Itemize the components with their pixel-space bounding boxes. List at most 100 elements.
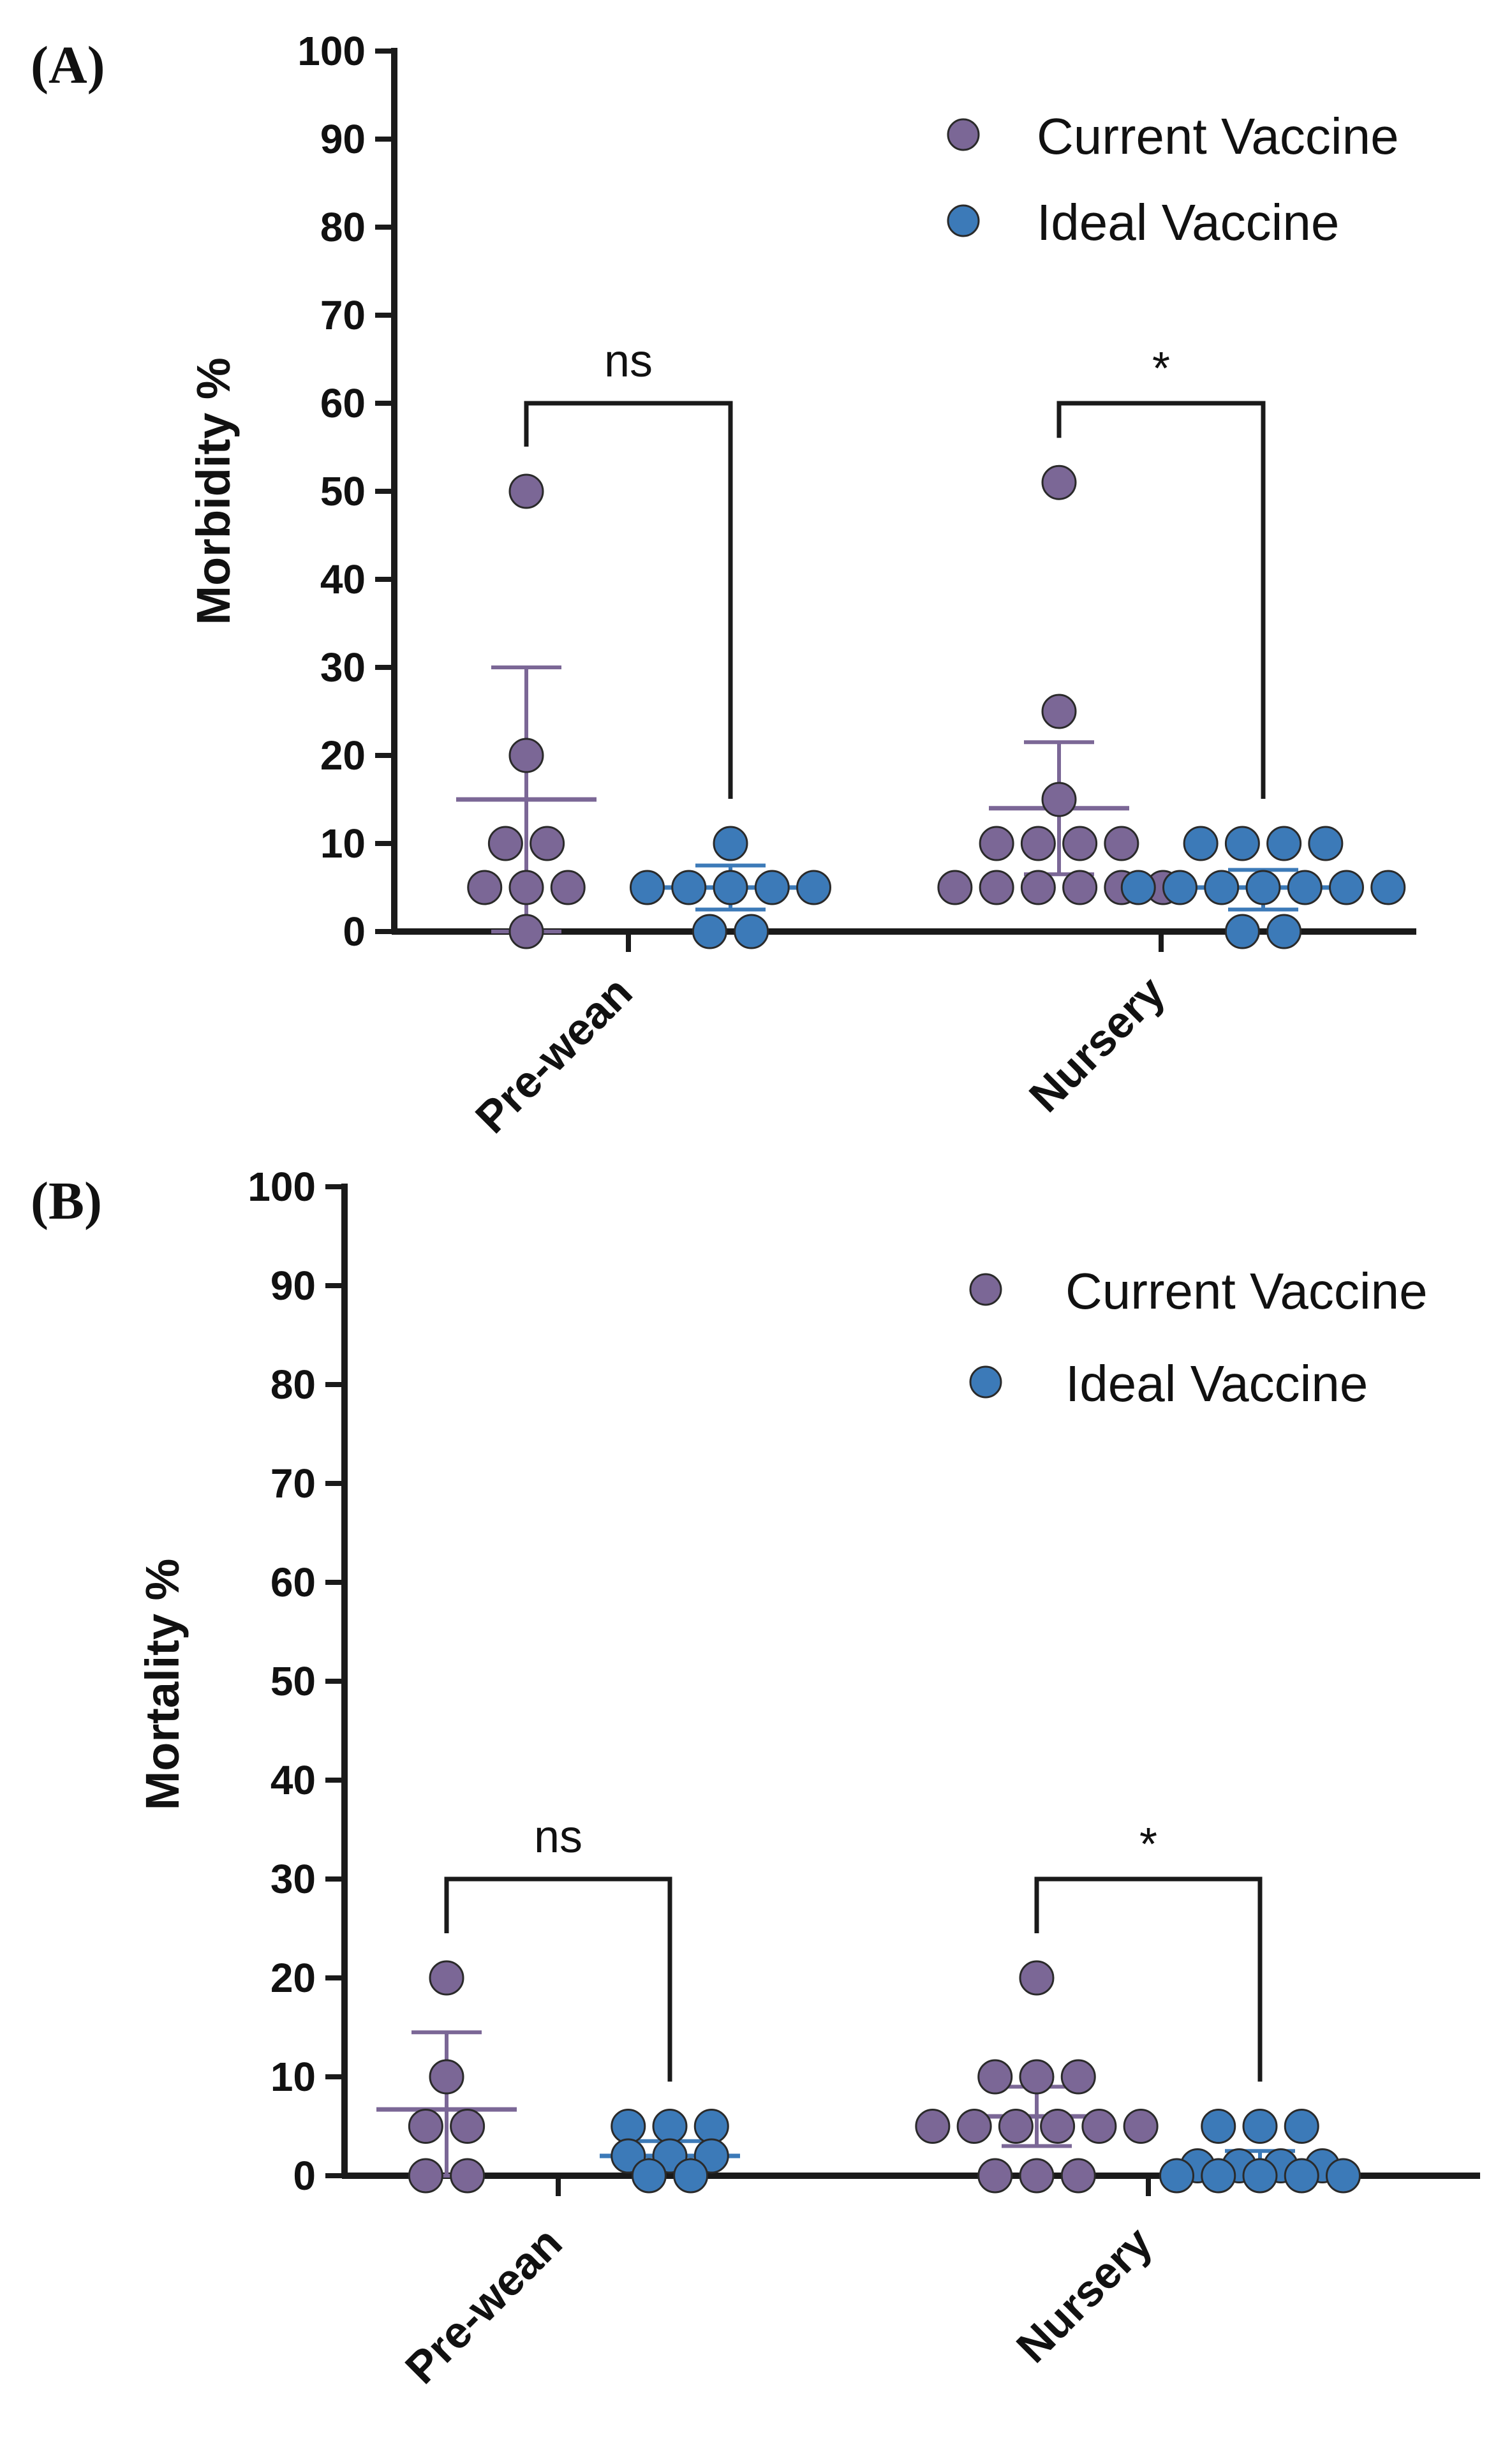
data-point-ideal — [1266, 914, 1302, 949]
y-tick-label: 50 — [320, 468, 366, 514]
legend-label: Current Vaccine — [1065, 1263, 1428, 1319]
data-point-current — [915, 2109, 951, 2144]
y-tick-label: 50 — [271, 1658, 316, 1704]
data-point-ideal — [673, 2158, 709, 2194]
data-point-current — [979, 870, 1014, 905]
y-axis-title: Morbidity % — [187, 357, 240, 625]
data-point-current — [1041, 694, 1077, 729]
y-tick-label: 70 — [271, 1460, 316, 1506]
data-point-current — [1020, 826, 1056, 861]
data-point-ideal — [1284, 2158, 1319, 2194]
data-point-current — [1104, 826, 1139, 861]
y-tick-label: 100 — [297, 28, 366, 74]
data-point-current — [408, 2158, 443, 2194]
data-point-current — [1040, 2109, 1076, 2144]
y-tick-label: 90 — [320, 116, 366, 162]
data-point-current — [937, 870, 973, 905]
data-point-ideal — [652, 2109, 688, 2144]
legend-marker — [947, 118, 980, 151]
data-point-current — [450, 2109, 485, 2144]
y-tick-label: 100 — [248, 1164, 316, 1210]
data-point-ideal — [1287, 870, 1323, 905]
significance-bracket — [1034, 1876, 1263, 2082]
data-point-current — [508, 914, 544, 949]
data-point-ideal — [1224, 914, 1260, 949]
data-point-current — [1060, 2158, 1096, 2194]
data-point-current — [1060, 2059, 1096, 2095]
data-point-ideal — [1329, 870, 1364, 905]
y-tick-label: 60 — [320, 380, 366, 426]
data-point-current — [530, 826, 565, 861]
panel-a: (A) 0 10 20 30 40 50 60 70 80 90 100 Morbidity % Pre-… — [31, 28, 1416, 1143]
data-point-ideal — [671, 870, 707, 905]
y-tick-label: 80 — [271, 1362, 316, 1408]
legend-label: Current Vaccine — [1037, 108, 1399, 165]
data-point-ideal — [1224, 826, 1260, 861]
data-point-ideal — [713, 826, 748, 861]
data-point-ideal — [1245, 870, 1281, 905]
data-point-current — [1062, 826, 1098, 861]
x-tick-label: Nursery — [1019, 967, 1174, 1121]
data-point-ideal — [1204, 870, 1240, 905]
y-tick-label: 0 — [343, 909, 366, 955]
x-tick-label: Pre-wean — [396, 2217, 571, 2393]
panel-label: (B) — [31, 1171, 102, 1231]
y-tick-label: 10 — [320, 821, 366, 866]
significance-label: ns — [604, 336, 653, 387]
significance-label: * — [1152, 343, 1170, 394]
y-tick-label: 80 — [320, 204, 366, 250]
data-point-current — [487, 826, 523, 861]
data-point-ideal — [1120, 870, 1156, 905]
data-point-ideal — [1308, 826, 1344, 861]
data-point-current — [508, 870, 544, 905]
y-tick-label: 30 — [320, 644, 366, 690]
legend-label: Ideal Vaccine — [1037, 194, 1339, 251]
significance-bracket — [444, 1876, 672, 2082]
data-point-current — [429, 1960, 464, 1996]
legend-marker — [969, 1365, 1002, 1399]
data-point-current — [956, 2109, 992, 2144]
data-point-current — [1062, 870, 1098, 905]
data-point-current — [998, 2109, 1034, 2144]
legend-marker — [969, 1273, 1002, 1306]
data-point-current — [450, 2158, 485, 2194]
data-point-current — [1041, 782, 1077, 817]
significance-label: * — [1139, 1819, 1157, 1870]
data-point-ideal — [1266, 826, 1302, 861]
data-point-current — [979, 826, 1014, 861]
y-tick-label: 20 — [320, 732, 366, 778]
significance-label: ns — [534, 1811, 582, 1862]
y-tick-label: 0 — [293, 2153, 316, 2199]
data-point-current — [1123, 2109, 1159, 2144]
data-point-ideal — [1370, 870, 1406, 905]
significance-bracket — [524, 401, 733, 799]
y-tick-label: 10 — [271, 2054, 316, 2100]
y-tick-label: 70 — [320, 292, 366, 338]
data-point-current — [408, 2109, 443, 2144]
data-point-ideal — [1326, 2158, 1361, 2194]
y-axis-title: Mortality % — [136, 1559, 189, 1811]
data-point-ideal — [1242, 2158, 1278, 2194]
data-point-current — [508, 738, 544, 773]
x-tick-label: Nursery — [1007, 2217, 1161, 2372]
data-point-current — [550, 870, 586, 905]
y-tick-label: 90 — [271, 1263, 316, 1309]
data-point-ideal — [692, 914, 727, 949]
data-point-ideal — [734, 914, 769, 949]
data-point-current — [1081, 2109, 1117, 2144]
data-point-current — [977, 2158, 1013, 2194]
data-point-current — [1041, 464, 1077, 500]
data-point-current — [467, 870, 503, 905]
data-point-ideal — [1201, 2158, 1236, 2194]
data-point-ideal — [693, 2109, 729, 2144]
data-point-ideal — [1284, 2109, 1319, 2144]
data-point-ideal — [713, 870, 748, 905]
data-point-ideal — [754, 870, 790, 905]
data-point-current — [1019, 2059, 1055, 2095]
significance-bracket — [1056, 401, 1266, 799]
y-tick-label: 40 — [271, 1757, 316, 1803]
data-point-current — [508, 473, 544, 509]
data-point-ideal — [796, 870, 831, 905]
y-tick-label: 20 — [271, 1955, 316, 2001]
